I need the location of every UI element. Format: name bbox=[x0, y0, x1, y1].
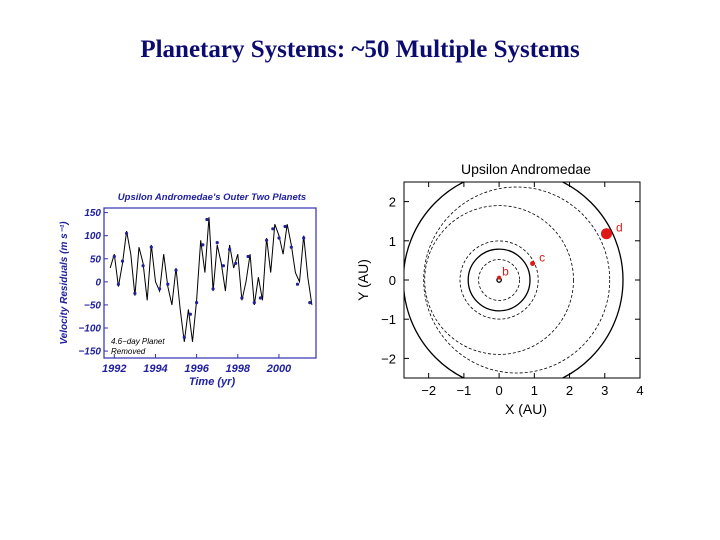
data-point bbox=[308, 301, 312, 305]
orbit-circle bbox=[423, 186, 611, 374]
planets: b c d bbox=[497, 221, 623, 280]
y-axis-ticks: 150 100 50 0 −50 −100 −150 bbox=[78, 208, 108, 358]
data-point bbox=[289, 245, 293, 249]
y-tick-label: −100 bbox=[78, 324, 101, 335]
y-tick-label: 1 bbox=[389, 234, 396, 249]
y-tick-label: 150 bbox=[84, 208, 101, 219]
orbit-circle bbox=[404, 182, 624, 378]
orbit-circle bbox=[467, 248, 531, 312]
data-point bbox=[211, 287, 215, 291]
data-point bbox=[112, 254, 116, 259]
planet-c bbox=[530, 261, 536, 266]
data-point bbox=[302, 236, 306, 240]
data-point bbox=[246, 254, 250, 259]
y-tick-label: −1 bbox=[381, 312, 396, 327]
data-point bbox=[133, 291, 137, 295]
x-tick-label: 1 bbox=[531, 383, 538, 398]
data-point bbox=[215, 241, 219, 245]
data-point bbox=[201, 243, 205, 247]
y-axis-label: Velocity Residuals (m s⁻¹) bbox=[59, 221, 70, 345]
y-tick-label: 0 bbox=[389, 273, 396, 288]
x-tick-label: 1994 bbox=[143, 363, 167, 375]
data-point bbox=[141, 264, 145, 268]
x-tick-label: −2 bbox=[421, 383, 436, 398]
data-point bbox=[125, 231, 129, 235]
data-point bbox=[240, 296, 244, 300]
x-tick-label: −1 bbox=[456, 383, 471, 398]
data-point bbox=[116, 282, 120, 286]
data-point bbox=[277, 236, 281, 240]
planet-label-d: d bbox=[616, 221, 623, 235]
planet-label-b: b bbox=[502, 265, 509, 279]
x-axis-label: X (AU) bbox=[505, 401, 547, 417]
x-axis-ticks: −2 −1 0 1 2 3 4 bbox=[421, 182, 644, 398]
data-point bbox=[158, 287, 162, 291]
chart-title: Upsilon Andromedae's Outer Two Planets bbox=[118, 192, 306, 203]
x-tick-label: 3 bbox=[601, 383, 608, 398]
data-point bbox=[188, 312, 192, 316]
x-axis-ticks: 1992 1994 1996 1998 2000 bbox=[102, 354, 292, 375]
data-point bbox=[221, 264, 225, 268]
y-tick-label: −2 bbox=[381, 351, 396, 366]
data-point bbox=[252, 301, 256, 305]
velocity-residuals-chart: Upsilon Andromedae's Outer Two Planets 1… bbox=[59, 192, 317, 388]
y-axis-ticks: 2 1 0 −1 −2 bbox=[381, 195, 640, 366]
x-tick-label: 1998 bbox=[226, 363, 251, 375]
data-point bbox=[195, 301, 199, 305]
planet-d bbox=[601, 228, 612, 240]
orbits bbox=[404, 182, 624, 378]
data-point bbox=[120, 259, 125, 263]
orbit-circle bbox=[424, 205, 574, 355]
data-point bbox=[283, 224, 287, 229]
x-tick-label: 2 bbox=[566, 383, 573, 398]
annotation-line-2: Removed bbox=[111, 347, 146, 356]
diagram-title: Upsilon Andromedae bbox=[461, 161, 591, 177]
y-tick-label: 0 bbox=[95, 277, 101, 288]
x-tick-label: 0 bbox=[495, 383, 502, 398]
data-point bbox=[271, 227, 275, 231]
data-point bbox=[149, 245, 153, 249]
slide-title: Planetary Systems: ~50 Multiple Systems bbox=[140, 36, 580, 63]
x-tick-label: 1996 bbox=[184, 363, 209, 375]
x-tick-label: 1992 bbox=[102, 363, 126, 375]
y-tick-label: −50 bbox=[84, 300, 101, 311]
planet-b bbox=[497, 275, 502, 280]
x-tick-label: 2000 bbox=[266, 363, 292, 375]
x-axis-label: Time (yr) bbox=[189, 376, 236, 388]
data-point bbox=[228, 247, 232, 252]
orbit-circle bbox=[478, 259, 521, 301]
annotation-line-1: 4.6−day Planet bbox=[111, 337, 165, 346]
data-points bbox=[112, 217, 312, 339]
data-point bbox=[234, 261, 238, 265]
orbit-circle bbox=[459, 240, 539, 320]
planet-label-c: c bbox=[539, 251, 545, 265]
data-point bbox=[182, 335, 186, 339]
plot-frame bbox=[403, 181, 641, 379]
y-tick-label: 2 bbox=[389, 195, 396, 210]
y-tick-label: 50 bbox=[90, 254, 102, 265]
data-point bbox=[174, 268, 178, 272]
data-point bbox=[265, 238, 269, 242]
plot-frame bbox=[103, 207, 317, 359]
x-tick-label: 4 bbox=[636, 383, 643, 398]
data-point bbox=[166, 282, 170, 286]
data-point bbox=[205, 217, 209, 222]
orbit-diagram: Upsilon Andromedae b c d 2 1 0 −1 −2 −2 −1 0 1 2 3 4… bbox=[355, 161, 644, 417]
data-point bbox=[295, 282, 300, 286]
y-tick-label: −150 bbox=[78, 347, 101, 358]
y-tick-label: 100 bbox=[84, 231, 101, 242]
model-curve bbox=[109, 217, 313, 342]
y-axis-label: Y (AU) bbox=[355, 259, 371, 301]
data-point bbox=[258, 296, 262, 300]
